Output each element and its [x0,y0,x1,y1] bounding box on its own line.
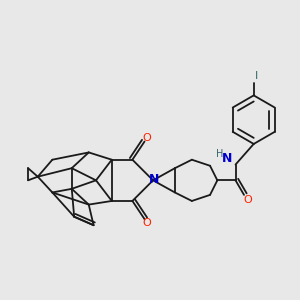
Text: I: I [254,71,258,81]
Text: N: N [222,152,232,165]
Text: H: H [216,148,224,159]
Text: N: N [149,172,159,186]
Text: O: O [243,195,252,205]
Text: O: O [142,133,151,143]
Text: O: O [142,218,151,228]
